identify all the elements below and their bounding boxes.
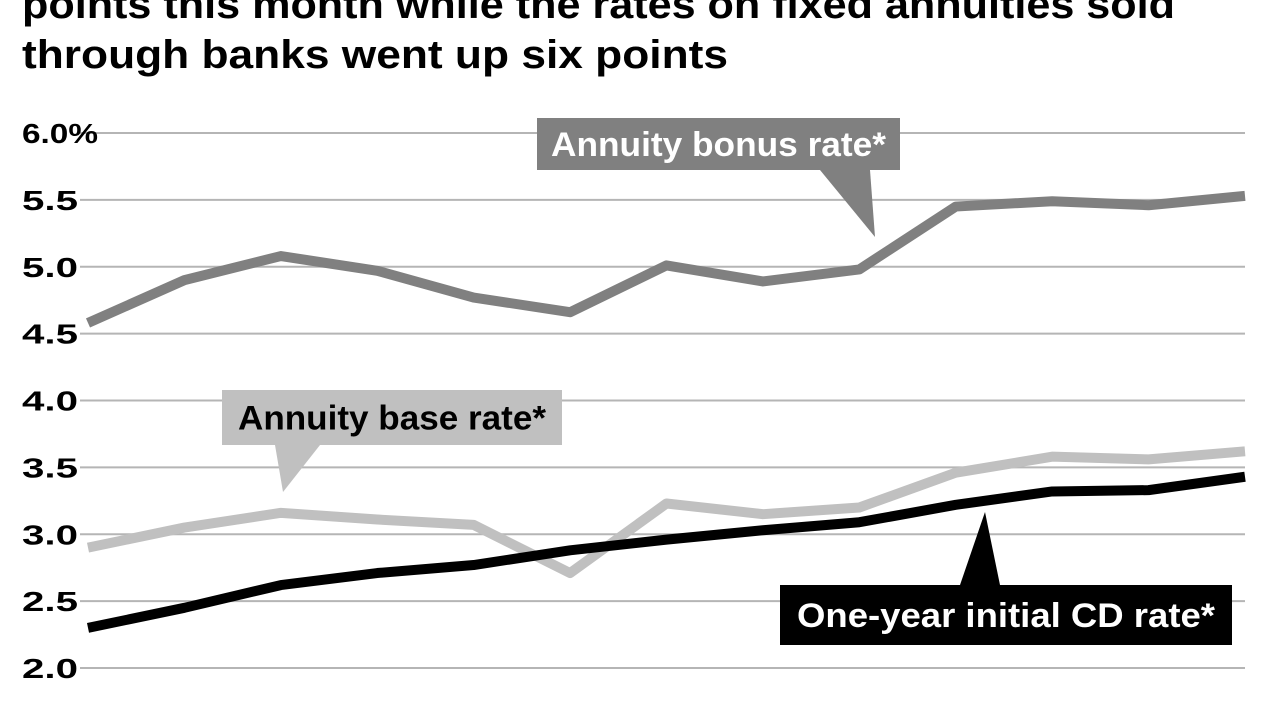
callout-pointer <box>820 170 875 237</box>
y-tick-label: 5.5 <box>22 185 78 216</box>
series-line <box>85 190 1246 328</box>
y-tick-label: 6.0% <box>22 118 98 149</box>
legend-label: Annuity bonus rate* <box>551 126 887 164</box>
y-tick-label: 3.0 <box>22 519 78 550</box>
chart-title: points this month while the rates on fix… <box>22 0 1175 27</box>
legend-label: Annuity base rate* <box>238 400 547 438</box>
y-tick-label: 4.5 <box>22 319 78 350</box>
callout-pointer <box>960 512 1000 585</box>
chart-title: through banks went up six points <box>22 33 728 77</box>
series-line <box>86 471 1246 633</box>
callout-pointer <box>275 445 320 492</box>
y-tick-label: 4.0 <box>22 386 78 417</box>
y-tick-label: 2.0 <box>22 653 78 684</box>
legend-label: One-year initial CD rate* <box>797 597 1216 635</box>
legend-box <box>222 390 562 445</box>
legend-box <box>780 585 1232 645</box>
y-tick-label: 2.5 <box>22 586 78 617</box>
series-line <box>86 446 1246 579</box>
y-tick-label: 3.5 <box>22 452 78 483</box>
legend-box <box>537 118 900 170</box>
y-tick-label: 5.0 <box>22 252 78 283</box>
